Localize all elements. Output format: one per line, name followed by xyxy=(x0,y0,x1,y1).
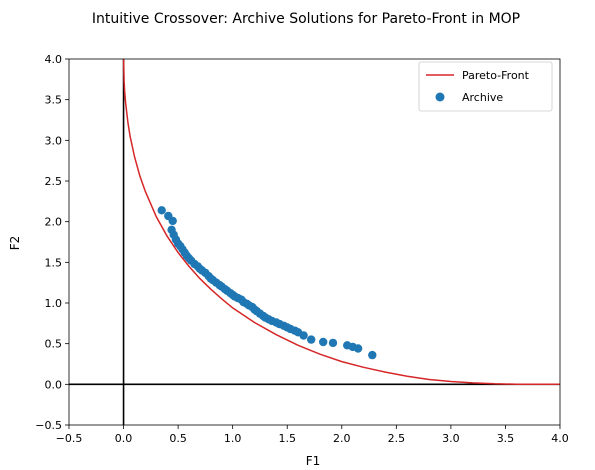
archive-point xyxy=(328,338,338,348)
y-tick-label: 1.5 xyxy=(45,256,63,269)
archive-point xyxy=(299,331,308,340)
archive-point xyxy=(157,206,166,215)
series-layer xyxy=(122,58,560,386)
legend-archive-swatch xyxy=(435,92,445,102)
y-tick-label: 2.0 xyxy=(45,216,63,229)
archive-point xyxy=(368,350,377,360)
x-tick-label: 4.0 xyxy=(551,432,569,445)
reference-lines xyxy=(69,59,560,425)
x-tick-label: 0.5 xyxy=(169,432,187,445)
legend-pareto-front-label: Pareto-Front xyxy=(462,69,530,82)
archive-point xyxy=(319,337,328,347)
y-tick-label: 0.0 xyxy=(45,378,63,391)
archive-point xyxy=(307,335,316,344)
x-tick-label: 3.0 xyxy=(442,432,460,445)
y-tick-label: 3.0 xyxy=(45,134,63,147)
x-tick-label: 2.5 xyxy=(388,432,406,445)
y-tick-label: −0.5 xyxy=(35,419,62,432)
y-tick-label: 1.0 xyxy=(45,297,63,310)
y-tick-label: 4.0 xyxy=(45,53,63,66)
y-tick-label: 0.5 xyxy=(45,338,63,351)
x-tick-label: 0.0 xyxy=(115,432,133,445)
legend: Pareto-Front Archive xyxy=(418,61,553,112)
y-tick-label: 2.5 xyxy=(45,175,63,188)
x-tick-label: 2.0 xyxy=(333,432,351,445)
x-tick-label: −0.5 xyxy=(56,432,83,445)
chart-title: Intuitive Crossover: Archive Solutions f… xyxy=(92,11,520,27)
x-axis-label: F1 xyxy=(306,454,321,468)
legend-archive-label: Archive xyxy=(462,91,503,104)
x-tick-label: 1.5 xyxy=(278,432,296,445)
y-axis-label: F2 xyxy=(8,236,22,251)
plot-frame xyxy=(68,58,561,426)
archive-point xyxy=(168,216,177,226)
x-tick-label: 3.5 xyxy=(497,432,515,445)
tick-layer: −0.5 0.0 0.5 1.0 1.5 2.0 2.5 3.0 3.5 4.0 −0.5 0.0 0.… xyxy=(35,53,568,445)
pareto-front-line xyxy=(122,58,560,386)
x-tick-label: 1.0 xyxy=(224,432,242,445)
y-tick-label: 3.5 xyxy=(45,94,63,107)
archive-point xyxy=(353,344,363,353)
